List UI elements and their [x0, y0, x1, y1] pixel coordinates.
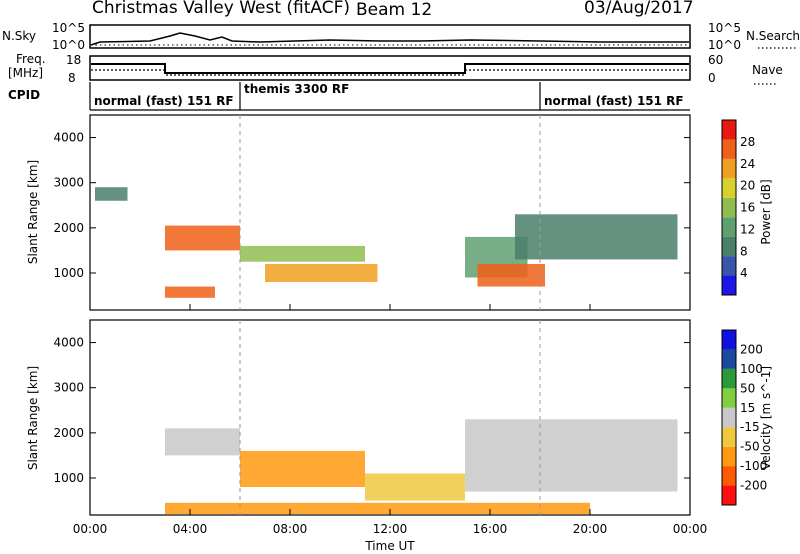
power-colorbar-segment: [722, 236, 736, 257]
data-region-8: [165, 286, 215, 298]
data-region-5: [477, 263, 545, 287]
velocity-colorbar-segment: [722, 485, 736, 505]
power-colorbar-tick: 24: [740, 157, 755, 171]
cpid-mode-1: normal (fast) 151 RF: [94, 94, 234, 108]
velocity-colorbar-segment: [722, 427, 736, 447]
velocity-colorbar-label-text: Velocity [m s^-1]: [759, 366, 773, 470]
power-colorbar-tick: 8: [740, 244, 748, 258]
velocity-colorbar-segment: [722, 388, 736, 408]
power-colorbar-label: Power [dB]: [759, 179, 773, 244]
x-tick-label: 04:00: [173, 522, 208, 536]
x-tick-label: 08:00: [273, 522, 308, 536]
power-colorbar-segment: [722, 275, 736, 295]
power-colorbar-segment: [722, 158, 736, 179]
data-region-7: [95, 187, 128, 201]
freq-label-line1: Freq.: [16, 52, 46, 66]
data-region-1: [165, 225, 240, 251]
data-region-2: [240, 245, 365, 262]
velocity-colorbar-tick: -15: [740, 420, 760, 434]
x-tick-label: 20:00: [573, 522, 608, 536]
velocity-colorbar-tick: -50: [740, 440, 760, 454]
power-colorbar-tick: 16: [740, 201, 755, 215]
velocity-colorbar-segment: [722, 446, 736, 467]
nsearch-right-label: N.Search: [746, 29, 800, 43]
y-tick-label: 2000: [53, 426, 84, 440]
velocity-ylabel: Slant Range [km]: [26, 366, 40, 470]
cpid-mode-2: themis 3300 RF: [244, 82, 349, 96]
power-colorbar-tick: 4: [740, 266, 748, 280]
cpid-label: CPID: [8, 88, 40, 102]
velocity-panel: 1000 2000 3000 4000 Slant Range [km] 200 100…: [26, 319, 773, 516]
data-region-4: [465, 419, 678, 492]
nave-tick-0: 0: [708, 71, 716, 85]
velocity-colorbar-segment: [722, 466, 736, 486]
nsky-left-tick-bottom: 10^0: [52, 38, 85, 52]
velocity-colorbar-segment: [722, 330, 736, 350]
nsky-left-label: N.Sky: [2, 29, 36, 43]
y-tick-label: 2000: [53, 221, 84, 235]
data-region-2: [240, 450, 365, 488]
velocity-colorbar-tick: 100: [740, 362, 763, 376]
freq-label-line2: [MHz]: [8, 66, 43, 80]
power-colorbar-frame: [721, 119, 737, 296]
freq-trace: [91, 63, 689, 74]
velocity-colorbar-segment: [722, 368, 736, 389]
velocity-colorbar-segment: [722, 407, 736, 428]
nsky-trace: [90, 32, 689, 46]
power-colorbar-segment: [722, 217, 736, 237]
nsky-left-tick-top: 10^5: [52, 21, 85, 35]
velocity-colorbar-tick: -200: [740, 479, 767, 493]
power-colorbar-tick: 20: [740, 179, 755, 193]
nave-tick-60: 60: [708, 53, 723, 67]
nsky-panel-frame: [89, 24, 691, 49]
nsky-right-tick-bottom: 10^0: [708, 38, 741, 52]
velocity-colorbar-tick: 50: [740, 381, 755, 395]
nsky-right-tick-top: 10^5: [708, 21, 741, 35]
nave-label: Nave: [752, 63, 783, 77]
y-tick-label: 1000: [53, 266, 84, 280]
station-title: Christmas Valley West (fitACF): [92, 0, 350, 18]
nave-trace: [91, 69, 689, 76]
freq-panel-frame: [89, 55, 691, 81]
velocity-colorbar-label: Velocity [m s^-1]: [759, 366, 773, 470]
data-region-5: [165, 502, 590, 515]
data-region-6: [515, 214, 678, 260]
cpid-mode-3: normal (fast) 151 RF: [544, 94, 684, 108]
velocity-colorbar-tick: 200: [740, 342, 763, 356]
x-tick-label: 12:00: [373, 522, 408, 536]
velocity-colorbar-frame: [721, 329, 737, 506]
data-region-1: [165, 428, 240, 456]
power-colorbar-tick: 28: [740, 135, 755, 149]
y-tick-label: 3000: [53, 176, 84, 190]
data-region-3: [365, 473, 465, 501]
power-ylabel: Slant Range [km]: [26, 160, 40, 264]
power-panel: 1000 2000 3000 4000 Slant Range [km] 4 8 12 16…: [26, 114, 773, 311]
x-tick-label: 00:00: [673, 522, 708, 536]
x-tick-label: 16:00: [473, 522, 508, 536]
x-axis-label: Time UT: [364, 539, 415, 553]
y-tick-label: 1000: [53, 471, 84, 485]
freq-tick-18: 18: [66, 53, 81, 67]
power-colorbar-segment: [722, 256, 736, 276]
data-region-3: [265, 263, 378, 283]
power-panel-frame: [89, 114, 691, 311]
freq-tick-8: 8: [68, 71, 76, 85]
power-colorbar-segment: [722, 120, 736, 140]
x-tick-label: 00:00: [73, 522, 108, 536]
y-tick-label: 4000: [53, 131, 84, 145]
power-colorbar-segment: [722, 197, 736, 218]
y-tick-label: 4000: [53, 336, 84, 350]
velocity-colorbar-segment: [722, 349, 736, 369]
date-label: 03/Aug/2017: [584, 0, 694, 18]
y-tick-label: 3000: [53, 381, 84, 395]
power-colorbar-tick: 12: [740, 222, 755, 236]
power-colorbar-segment: [722, 178, 736, 198]
velocity-colorbar-tick: -100: [740, 459, 767, 473]
beam-label: Beam 12: [356, 0, 432, 20]
power-colorbar-segment: [722, 139, 736, 159]
velocity-colorbar-tick: 15: [740, 401, 755, 415]
